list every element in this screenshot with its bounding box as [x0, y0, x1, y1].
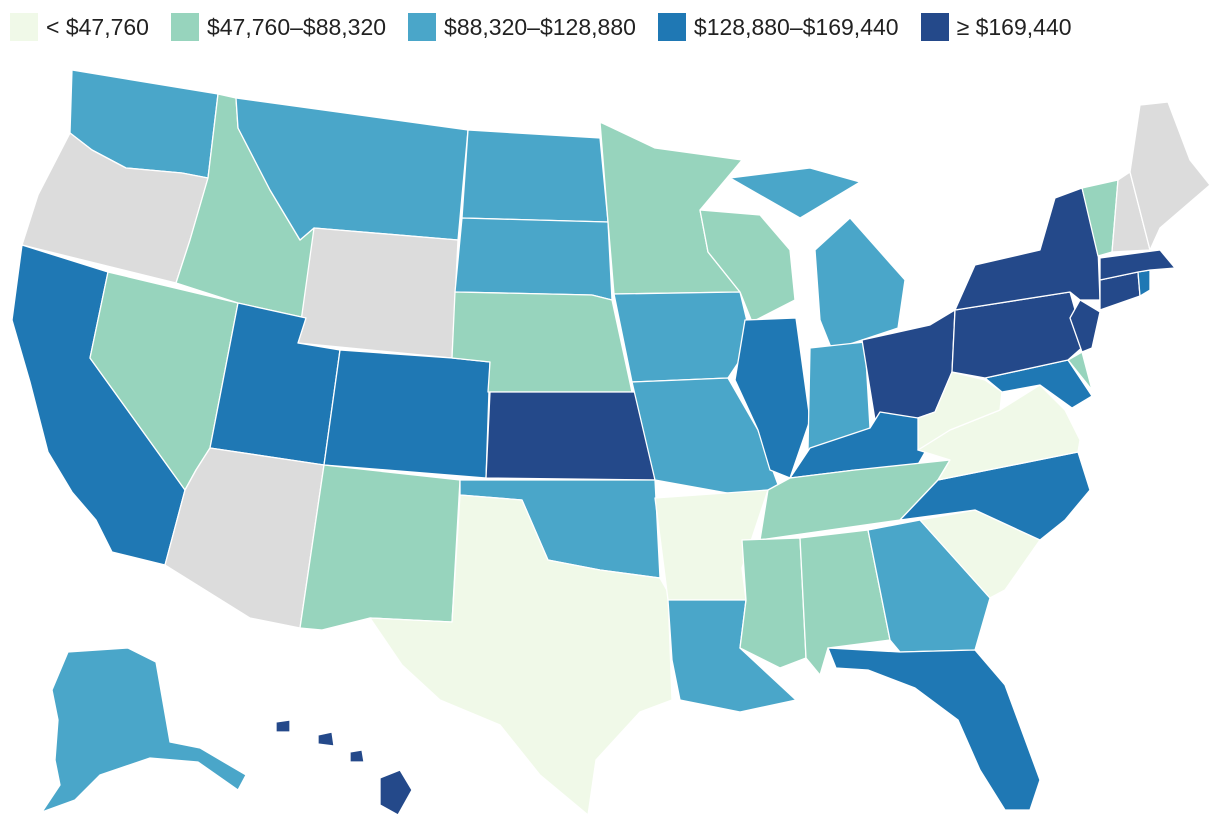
- state-arkansas[interactable]: [654, 489, 769, 601]
- legend-swatch: [170, 13, 199, 41]
- legend-item: < $47,760: [10, 13, 149, 41]
- state-hawaii[interactable]: [275, 719, 413, 816]
- state-maine[interactable]: [1129, 101, 1211, 251]
- state-north-dakota[interactable]: [461, 129, 609, 223]
- state-delaware[interactable]: [1067, 351, 1093, 391]
- legend-item: $47,760–$88,320: [170, 13, 387, 41]
- legend-item: $88,320–$128,880: [408, 13, 636, 41]
- state-illinois[interactable]: [734, 317, 811, 479]
- state-iowa[interactable]: [613, 291, 753, 383]
- state-wyoming[interactable]: [297, 227, 459, 359]
- state-wisconsin[interactable]: [699, 209, 796, 323]
- legend-label: $88,320–$128,880: [444, 13, 636, 40]
- state-new-mexico[interactable]: [299, 464, 461, 631]
- legend-label: $128,880–$169,440: [693, 13, 899, 40]
- legend-swatch: [657, 13, 686, 41]
- state-new-york[interactable]: [954, 187, 1101, 311]
- legend: < $47,760 $47,760–$88,320 $88,320–$128,8…: [10, 10, 1094, 44]
- state-west-virginia[interactable]: [917, 371, 1003, 451]
- state-michigan[interactable]: [729, 167, 906, 351]
- state-alaska[interactable]: [41, 647, 247, 813]
- state-massachusetts[interactable]: [1099, 249, 1176, 281]
- state-new-jersey[interactable]: [1069, 299, 1101, 353]
- legend-swatch: [920, 13, 949, 41]
- legend-swatch: [408, 13, 437, 41]
- legend-item: ≥ $169,440: [920, 13, 1072, 41]
- legend-swatch: [10, 13, 38, 41]
- state-florida[interactable]: [827, 647, 1041, 811]
- legend-label: < $47,760: [46, 13, 149, 40]
- state-colorado[interactable]: [323, 349, 491, 479]
- state-rhode-island[interactable]: [1137, 269, 1151, 297]
- state-kansas[interactable]: [485, 391, 656, 481]
- legend-label: $47,760–$88,320: [206, 13, 387, 40]
- state-mississippi[interactable]: [739, 537, 807, 669]
- state-texas[interactable]: [369, 494, 673, 816]
- legend-label: ≥ $169,440: [956, 13, 1072, 40]
- legend-item: $128,880–$169,440: [657, 13, 899, 41]
- state-south-dakota[interactable]: [454, 217, 613, 301]
